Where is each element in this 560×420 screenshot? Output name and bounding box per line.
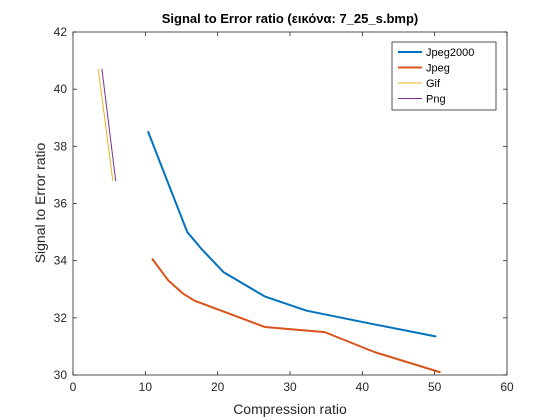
legend-label-jpeg: Jpeg xyxy=(426,63,450,75)
x-tick-label: 0 xyxy=(70,380,77,394)
series-layer xyxy=(97,68,441,374)
y-tick-label: 40 xyxy=(54,82,68,96)
axes-layer: 0 10 20 30 40 50 60 30 32 34 36 38 40 42 xyxy=(54,25,514,394)
chart-title: Signal to Error ratio (εικόνα: 7_25_s.bm… xyxy=(162,11,418,26)
series-line-jpeg xyxy=(151,258,441,374)
y-tick-label: 42 xyxy=(54,25,68,39)
legend-label-gif: Gif xyxy=(426,78,441,90)
legend-label-png: Png xyxy=(426,94,446,106)
y-axis-label: Signal to Error ratio xyxy=(32,142,48,263)
legend: Jpeg2000 Jpeg Gif Png xyxy=(391,41,497,111)
y-tick-label: 30 xyxy=(54,368,68,382)
y-tick-label: 38 xyxy=(54,139,68,153)
y-tick-label: 36 xyxy=(54,197,68,211)
x-tick-label: 10 xyxy=(139,380,153,394)
y-tick-label: 32 xyxy=(54,311,68,325)
series-line-gif xyxy=(97,68,114,182)
x-tick-label: 50 xyxy=(428,380,442,394)
x-tick-label: 40 xyxy=(356,380,370,394)
x-tick-label: 20 xyxy=(211,380,225,394)
x-tick-label: 60 xyxy=(500,380,514,394)
x-tick-label: 30 xyxy=(283,380,297,394)
series-line-png xyxy=(101,68,117,182)
series-line-jpeg2000 xyxy=(147,131,437,338)
y-tick-label: 34 xyxy=(54,254,68,268)
legend-label-jpeg2000: Jpeg2000 xyxy=(426,47,474,59)
x-axis-label: Compression ratio xyxy=(233,401,347,417)
